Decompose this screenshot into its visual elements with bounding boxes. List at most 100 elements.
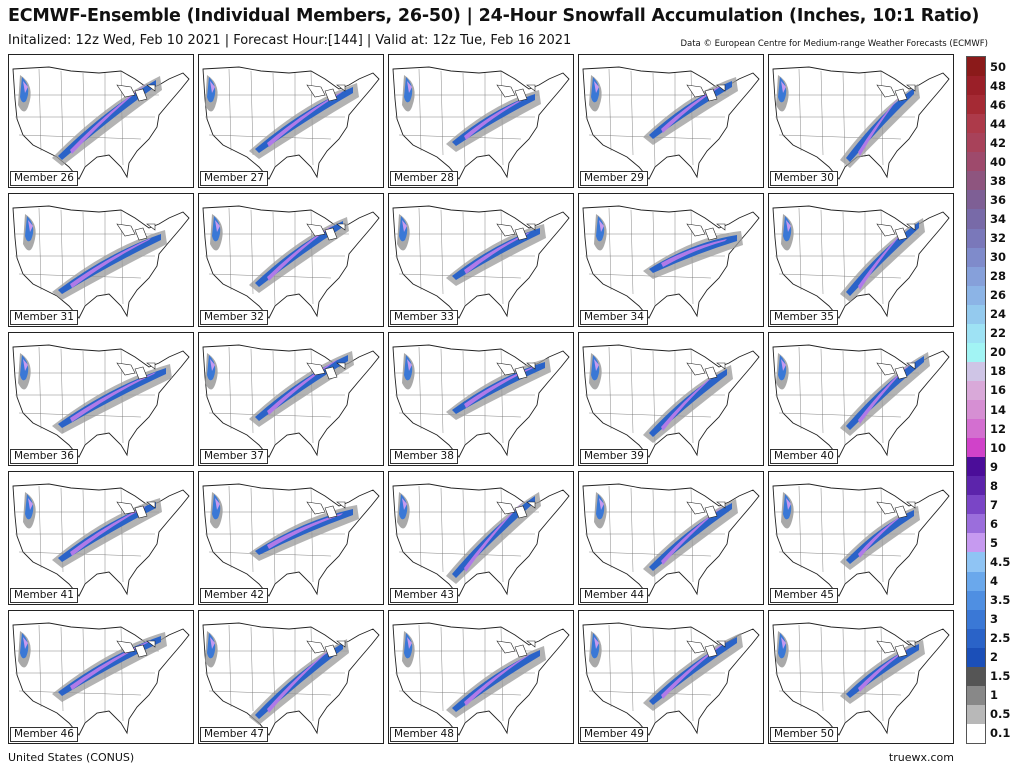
snowfall-map (582, 344, 760, 458)
member-map-panel: Member 42 (198, 471, 384, 605)
color-scale-label: 34 (990, 211, 1007, 226)
color-scale-label: 4 (990, 574, 999, 589)
member-label: Member 46 (10, 727, 78, 742)
member-map-panel: Member 40 (768, 332, 954, 466)
member-label: Member 28 (390, 171, 458, 186)
color-scale-label: 3.5 (990, 593, 1011, 608)
color-scale-swatch (967, 114, 985, 134)
snowfall-map (12, 344, 190, 458)
color-scale-label: 12 (990, 421, 1007, 436)
color-scale-label: 10 (990, 440, 1007, 455)
member-label: Member 33 (390, 310, 458, 325)
color-scale-label: 28 (990, 269, 1007, 284)
snowfall-map (392, 622, 570, 736)
forecast-info: Initalized: 12z Wed, Feb 10 2021 | Forec… (8, 33, 572, 48)
member-map-panel: Member 29 (578, 54, 764, 188)
member-label: Member 29 (580, 171, 648, 186)
page-title: ECMWF-Ensemble (Individual Members, 26-5… (8, 6, 980, 26)
member-label: Member 44 (580, 588, 648, 603)
member-map-panel: Member 43 (388, 471, 574, 605)
color-scale-swatch (967, 476, 985, 496)
color-scale-swatch (967, 380, 985, 401)
region-label: United States (CONUS) (8, 751, 135, 764)
member-label: Member 35 (770, 310, 838, 325)
snowfall-map (582, 622, 760, 736)
color-scale-label: 9 (990, 459, 999, 474)
color-scale-label: 20 (990, 345, 1007, 360)
snowfall-map (12, 205, 190, 319)
member-label: Member 34 (580, 310, 648, 325)
color-scale-label: 26 (990, 288, 1007, 303)
color-scale-label: 2 (990, 650, 999, 665)
member-map-panel: Member 27 (198, 54, 384, 188)
member-label: Member 42 (200, 588, 268, 603)
member-map-panel: Member 46 (8, 610, 194, 744)
member-label: Member 45 (770, 588, 838, 603)
color-scale-label: 24 (990, 307, 1007, 322)
color-scale-label: 2.5 (990, 631, 1011, 646)
color-scale-label: 42 (990, 135, 1007, 150)
color-scale-label: 6 (990, 516, 999, 531)
color-scale-swatch (967, 514, 985, 534)
member-label: Member 31 (10, 310, 78, 325)
color-scale-swatch (967, 723, 985, 744)
color-scale-swatch (967, 323, 985, 344)
snowfall-map (582, 66, 760, 180)
color-scale-swatch (967, 57, 985, 77)
color-scale-label: 48 (990, 78, 1007, 93)
color-scale-label: 5 (990, 535, 999, 550)
color-scale-label: 30 (990, 250, 1007, 265)
snowfall-map (772, 483, 950, 597)
member-panel-grid: Member 26 Member 27 Member 28 Member 29 Memb… (8, 54, 958, 746)
color-scale-label: 0.5 (990, 707, 1011, 722)
color-scale-swatch (967, 590, 985, 611)
member-map-panel: Member 39 (578, 332, 764, 466)
snowfall-map (12, 622, 190, 736)
member-map-panel: Member 28 (388, 54, 574, 188)
member-label: Member 47 (200, 727, 268, 742)
member-map-panel: Member 31 (8, 193, 194, 327)
color-scale-swatch (967, 400, 985, 420)
color-scale-label: 36 (990, 192, 1007, 207)
color-scale-label: 14 (990, 402, 1007, 417)
snowfall-map (202, 205, 380, 319)
snowfall-map (392, 483, 570, 597)
color-scale-label: 18 (990, 364, 1007, 379)
member-label: Member 49 (580, 727, 648, 742)
member-map-panel: Member 36 (8, 332, 194, 466)
snowfall-map (202, 483, 380, 597)
color-scale-swatch (967, 438, 985, 458)
color-scale-swatch (967, 342, 985, 363)
member-map-panel: Member 37 (198, 332, 384, 466)
member-map-panel: Member 47 (198, 610, 384, 744)
color-scale-label: 7 (990, 497, 999, 512)
color-scale-swatch (967, 266, 985, 287)
snowfall-map (582, 205, 760, 319)
color-scale-label: 44 (990, 116, 1007, 131)
color-scale-swatch (967, 647, 985, 668)
color-scale-swatch (967, 495, 985, 515)
member-label: Member 30 (770, 171, 838, 186)
member-label: Member 27 (200, 171, 268, 186)
snowfall-map (12, 483, 190, 597)
member-label: Member 36 (10, 449, 78, 464)
member-label: Member 38 (390, 449, 458, 464)
snowfall-map (392, 66, 570, 180)
site-credit: truewx.com (888, 751, 954, 764)
snowfall-map (772, 205, 950, 319)
snowfall-map (392, 205, 570, 319)
color-scale-swatch (967, 95, 985, 115)
snowfall-map (12, 66, 190, 180)
member-label: Member 40 (770, 449, 838, 464)
member-map-panel: Member 26 (8, 54, 194, 188)
color-scale-label: 1.5 (990, 669, 1011, 684)
color-scale-label: 38 (990, 173, 1007, 188)
color-scale-swatch (967, 247, 985, 268)
color-scale-label: 16 (990, 383, 1007, 398)
color-scale-swatch (967, 209, 985, 229)
member-label: Member 26 (10, 171, 78, 186)
color-scale-label: 8 (990, 478, 999, 493)
member-label: Member 32 (200, 310, 268, 325)
snowfall-map (772, 66, 950, 180)
member-map-panel: Member 41 (8, 471, 194, 605)
